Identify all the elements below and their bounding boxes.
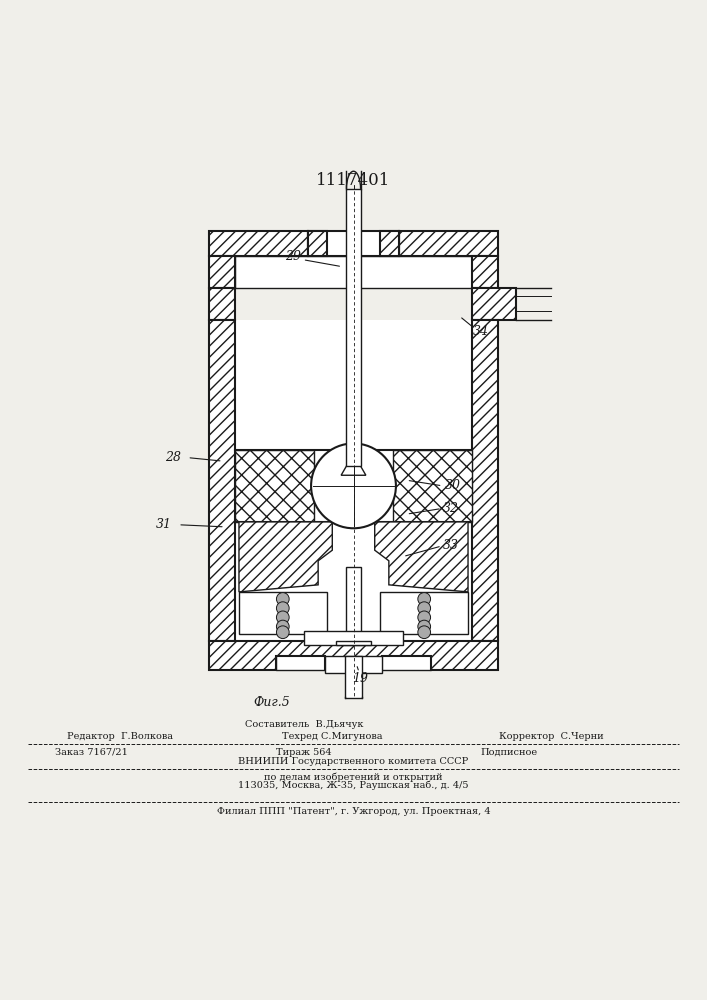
Text: 31: 31 (156, 518, 172, 531)
Polygon shape (209, 320, 235, 641)
Polygon shape (380, 231, 399, 256)
Circle shape (418, 611, 431, 624)
Bar (346, 567, 361, 638)
Circle shape (311, 443, 396, 528)
Circle shape (418, 620, 431, 633)
Text: Тираж 564: Тираж 564 (276, 748, 332, 757)
Bar (336, 641, 371, 645)
Polygon shape (472, 288, 516, 320)
Polygon shape (375, 522, 468, 592)
Text: 33: 33 (443, 539, 459, 552)
Circle shape (276, 611, 289, 624)
Polygon shape (235, 450, 315, 522)
Text: 32: 32 (443, 502, 459, 515)
Polygon shape (308, 231, 327, 256)
Bar (235, 256, 472, 288)
Text: по делам изобретений и открытий: по делам изобретений и открытий (264, 772, 443, 782)
Polygon shape (209, 231, 308, 256)
Text: 29: 29 (286, 250, 301, 263)
Circle shape (418, 593, 431, 605)
Text: Заказ 7167/21: Заказ 7167/21 (55, 748, 129, 757)
Bar (345, 656, 362, 698)
Polygon shape (325, 656, 382, 673)
Text: Корректор  С.Черни: Корректор С.Черни (499, 732, 604, 741)
Circle shape (276, 626, 289, 639)
Polygon shape (472, 256, 498, 288)
Text: Подписное: Подписное (481, 748, 537, 757)
Circle shape (276, 602, 289, 615)
Text: Составитель  В.Дьячук: Составитель В.Дьячук (245, 720, 363, 729)
Text: Фиг.5: Фиг.5 (254, 696, 291, 709)
Text: Редактор  Г.Волкова: Редактор Г.Волкова (67, 732, 173, 741)
Bar (332, 522, 375, 592)
Text: 1117401: 1117401 (316, 172, 391, 189)
Circle shape (276, 620, 289, 633)
Polygon shape (341, 466, 366, 475)
Polygon shape (399, 231, 498, 256)
Circle shape (276, 593, 289, 605)
Text: 19: 19 (353, 672, 368, 685)
Polygon shape (392, 450, 472, 522)
Circle shape (418, 626, 431, 639)
Polygon shape (209, 641, 498, 670)
Polygon shape (308, 231, 399, 256)
Text: 30: 30 (445, 479, 460, 492)
Text: Техред С.Мигунова: Техред С.Мигунова (282, 732, 382, 741)
Text: 113035, Москва, Ж-35, Раушская наб., д. 4/5: 113035, Москва, Ж-35, Раушская наб., д. … (238, 781, 469, 790)
Text: 34: 34 (473, 325, 489, 338)
Bar (239, 592, 327, 634)
Polygon shape (209, 256, 235, 288)
Polygon shape (276, 641, 431, 670)
Text: Филиал ППП "Патент", г. Ужгород, ул. Проектная, 4: Филиал ППП "Патент", г. Ужгород, ул. Про… (216, 807, 491, 816)
Bar (304, 631, 403, 645)
Polygon shape (472, 320, 498, 641)
Bar (346, 189, 361, 466)
Polygon shape (209, 288, 235, 320)
Text: ВНИИПИ Государственного комитета СССР: ВНИИПИ Государственного комитета СССР (238, 757, 469, 766)
Bar (235, 320, 472, 641)
Polygon shape (239, 522, 332, 592)
Bar (380, 592, 468, 634)
Text: 28: 28 (165, 451, 181, 464)
Circle shape (418, 602, 431, 615)
